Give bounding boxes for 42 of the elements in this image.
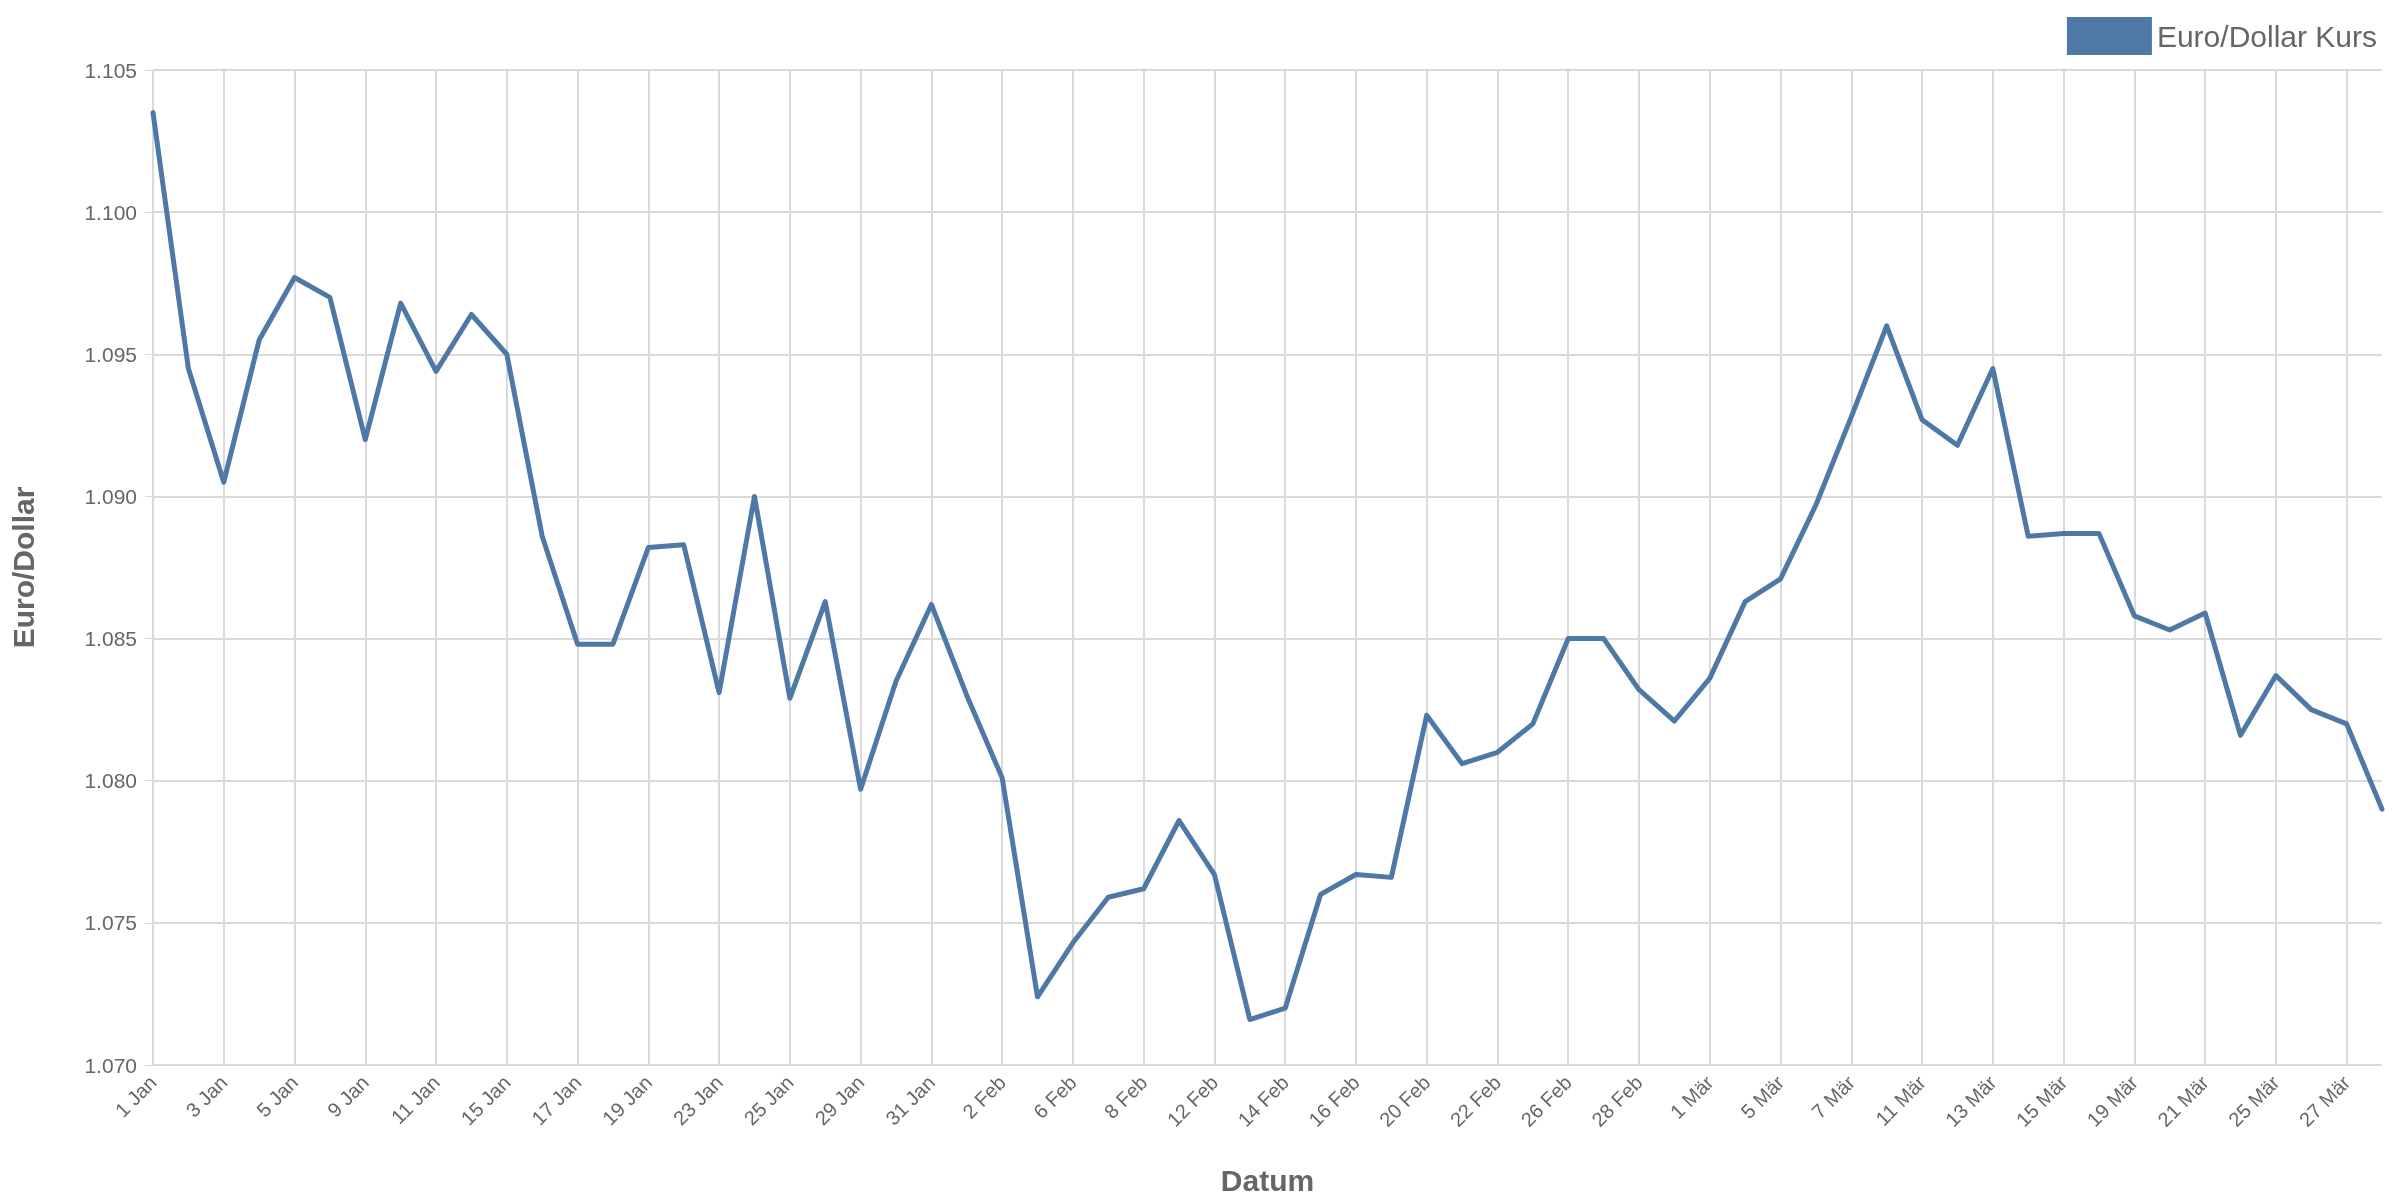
x-tick-label: 31 Jan (881, 1071, 940, 1130)
x-tick-label: 7 Mär (1807, 1070, 1860, 1123)
x-axis-title: Datum (1220, 1163, 1315, 1197)
x-tick-label: 20 Feb (1374, 1071, 1435, 1131)
x-tick-label: 27 Mär (2294, 1070, 2355, 1131)
x-tick-label: 25 Mär (2224, 1070, 2284, 1131)
x-tick-label: 29 Jan (810, 1071, 869, 1130)
y-tick-label: 1.090 (84, 484, 137, 508)
x-tick-label: 15 Jan (456, 1071, 515, 1130)
x-tick-label: 17 Jan (527, 1071, 586, 1130)
x-tick-label: 14 Feb (1233, 1071, 1293, 1131)
y-tick-label: 1.105 (84, 58, 137, 82)
x-tick-label: 16 Feb (1304, 1071, 1364, 1131)
y-tick-label: 1.075 (84, 911, 137, 935)
x-tick-label: 1 Mär (1665, 1070, 1718, 1123)
y-axis-title: Euro/Dollar (6, 486, 40, 649)
x-tick-label: 25 Jan (739, 1071, 798, 1130)
x-tick-label: 26 Feb (1516, 1071, 1577, 1131)
x-tick-label: 21 Mär (2153, 1070, 2214, 1131)
y-tick-label: 1.095 (84, 342, 137, 366)
x-tick-label: 11 Jan (386, 1071, 444, 1129)
x-tick-label: 13 Mär (1941, 1070, 2001, 1131)
x-tick-label: 2 Feb (958, 1071, 1010, 1123)
y-tick-label: 1.070 (84, 1053, 137, 1077)
x-tick-label: 5 Mär (1736, 1070, 1789, 1123)
x-tick-label: 23 Jan (668, 1071, 727, 1130)
x-tick-label: 11 Mär (1871, 1070, 1931, 1130)
y-tick-label: 1.100 (84, 200, 137, 224)
x-tick-label: 12 Feb (1162, 1071, 1223, 1131)
x-tick-label: 6 Feb (1028, 1071, 1081, 1123)
x-tick-label: 15 Mär (2011, 1070, 2072, 1131)
legend-label: Euro/Dollar Kurs (2156, 19, 2377, 53)
x-tick-label: 19 Mär (2082, 1070, 2143, 1131)
x-tick-label: 3 Jan (181, 1071, 232, 1122)
x-tick-label: 28 Feb (1587, 1071, 1647, 1131)
y-tick-label: 1.080 (84, 769, 137, 793)
x-tick-label: 5 Jan (252, 1071, 303, 1122)
y-tick-label: 1.085 (84, 627, 137, 651)
x-tick-label: 9 Jan (322, 1071, 374, 1122)
x-tick-label: 8 Feb (1099, 1071, 1152, 1123)
x-tick-label: 19 Jan (598, 1071, 657, 1130)
x-tick-label: 22 Feb (1445, 1071, 1506, 1131)
